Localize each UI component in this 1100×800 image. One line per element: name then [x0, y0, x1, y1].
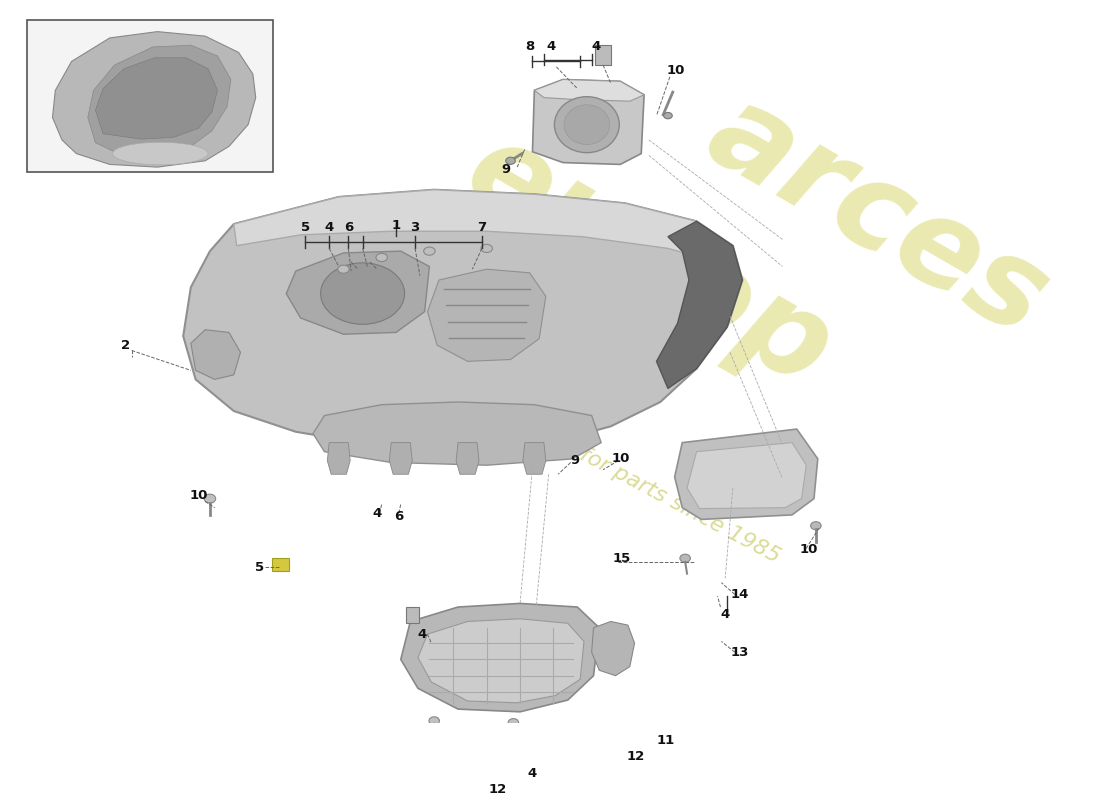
Text: 15: 15 [613, 552, 631, 565]
Polygon shape [418, 618, 584, 702]
Ellipse shape [554, 97, 619, 153]
Ellipse shape [811, 522, 821, 530]
Text: 4: 4 [372, 506, 382, 519]
Polygon shape [286, 251, 429, 334]
Text: 10: 10 [612, 452, 629, 466]
Text: 2: 2 [121, 338, 131, 351]
Polygon shape [184, 190, 742, 450]
Polygon shape [522, 442, 546, 474]
Text: 4: 4 [720, 608, 729, 621]
Bar [595, 45, 610, 65]
Text: 4: 4 [417, 628, 427, 641]
Text: 12: 12 [626, 750, 645, 763]
Bar [272, 558, 289, 571]
Text: 6: 6 [394, 510, 404, 523]
Ellipse shape [564, 105, 609, 145]
Polygon shape [592, 622, 635, 676]
Text: 8: 8 [525, 41, 535, 54]
Polygon shape [688, 442, 806, 509]
Ellipse shape [663, 113, 672, 118]
Bar [406, 607, 419, 623]
Text: 10: 10 [800, 542, 818, 556]
Text: 4: 4 [547, 41, 557, 54]
Polygon shape [389, 442, 412, 474]
Text: 1: 1 [392, 219, 400, 232]
Ellipse shape [424, 247, 436, 255]
Text: 5: 5 [300, 221, 310, 234]
Text: arces: arces [689, 74, 1068, 360]
Ellipse shape [320, 263, 405, 324]
Polygon shape [674, 429, 817, 519]
Text: 4: 4 [528, 766, 537, 780]
Text: 6: 6 [343, 221, 353, 234]
Polygon shape [535, 79, 645, 101]
Text: 4: 4 [324, 221, 333, 234]
Ellipse shape [506, 157, 515, 165]
Polygon shape [88, 45, 231, 154]
Polygon shape [314, 402, 602, 466]
Polygon shape [428, 269, 546, 362]
Text: europ: europ [446, 111, 852, 413]
Text: 11: 11 [657, 734, 675, 747]
Polygon shape [400, 603, 600, 712]
Text: 10: 10 [667, 64, 685, 77]
Text: 13: 13 [730, 646, 749, 658]
Polygon shape [234, 190, 733, 264]
Text: 5: 5 [255, 561, 264, 574]
Text: 10: 10 [189, 489, 208, 502]
Polygon shape [53, 32, 255, 167]
Text: 14: 14 [730, 588, 749, 601]
Text: a passion for parts since 1985: a passion for parts since 1985 [476, 391, 783, 566]
Text: 9: 9 [502, 163, 510, 176]
Polygon shape [657, 222, 742, 389]
Text: 12: 12 [490, 783, 507, 796]
Ellipse shape [429, 717, 439, 725]
Ellipse shape [205, 494, 216, 503]
Ellipse shape [481, 244, 493, 253]
Text: 9: 9 [570, 454, 579, 467]
Text: 7: 7 [477, 221, 486, 234]
Text: 3: 3 [410, 221, 420, 234]
Text: 4: 4 [592, 41, 601, 54]
Ellipse shape [508, 718, 518, 726]
Ellipse shape [112, 142, 208, 165]
Ellipse shape [376, 254, 387, 262]
Polygon shape [96, 58, 218, 139]
Polygon shape [328, 442, 350, 474]
Ellipse shape [680, 554, 691, 562]
Ellipse shape [338, 265, 349, 274]
Bar [26, 20, 273, 172]
Polygon shape [190, 330, 241, 379]
Polygon shape [532, 79, 645, 165]
Polygon shape [456, 442, 478, 474]
